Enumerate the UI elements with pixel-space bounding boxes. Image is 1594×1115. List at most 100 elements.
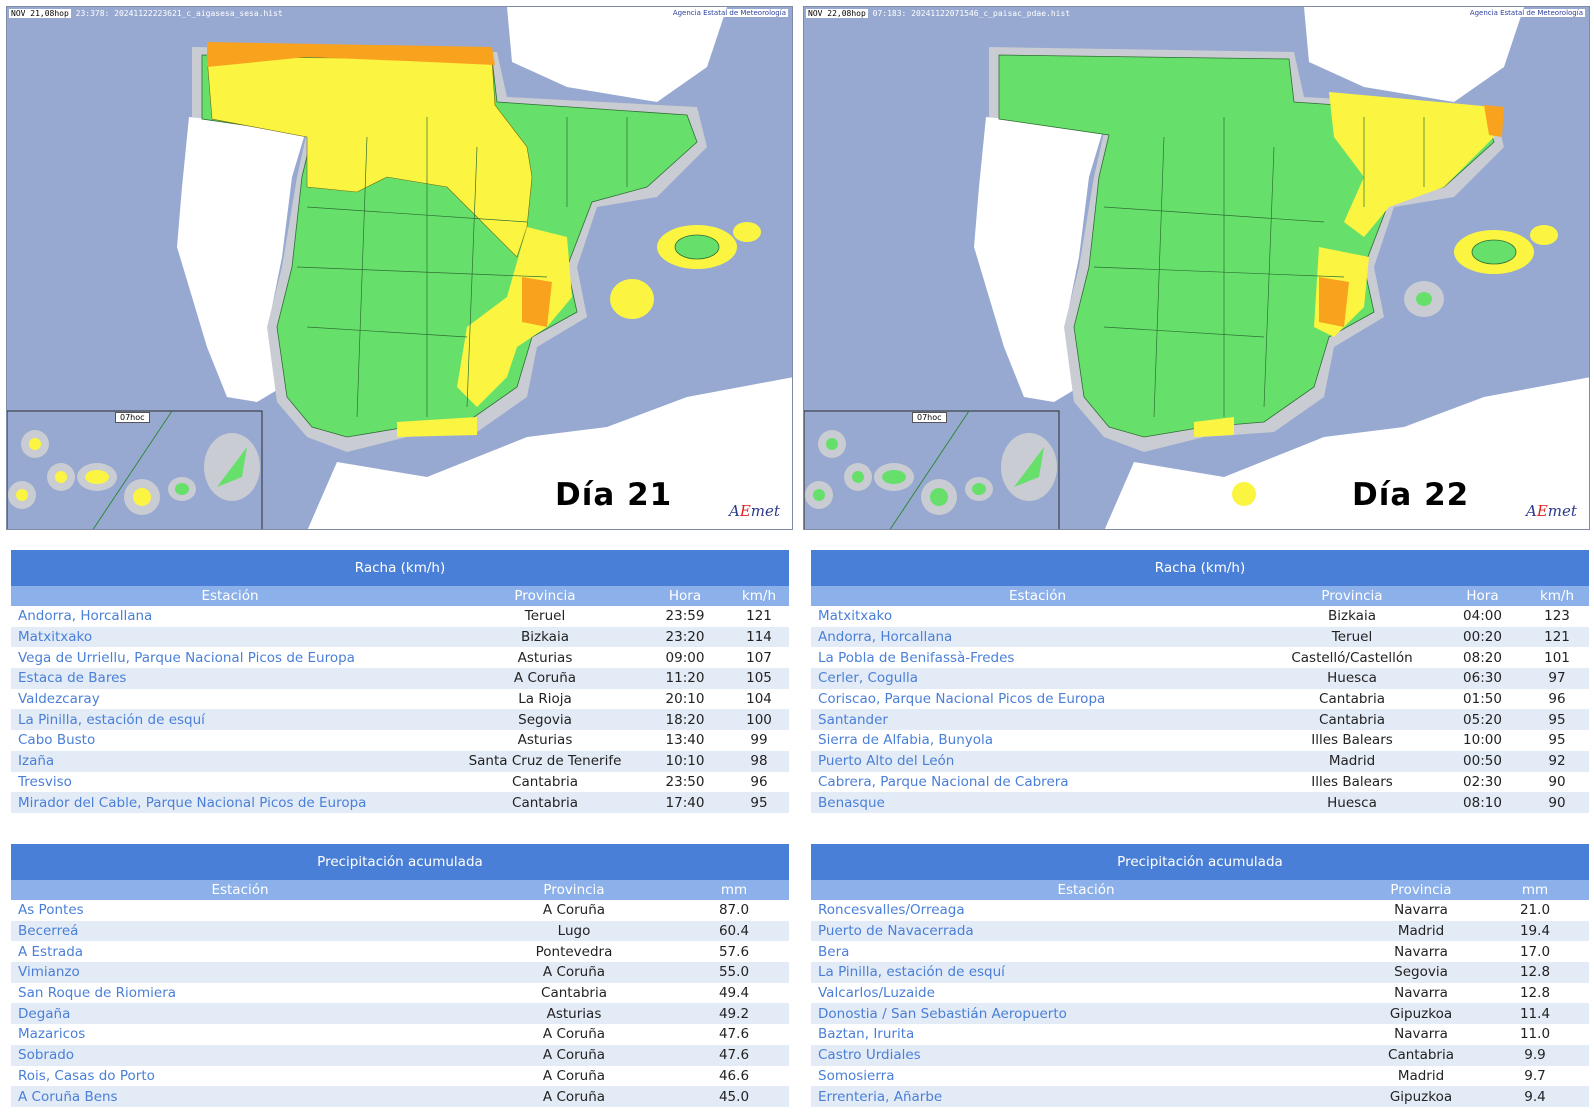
- station-link[interactable]: Benasque: [811, 792, 1264, 813]
- station-link[interactable]: Izaña: [11, 750, 449, 772]
- province-cell: A Coruña: [469, 962, 679, 983]
- station-link[interactable]: Andorra, Horcallana: [11, 606, 449, 627]
- station-link[interactable]: La Pobla de Benifassà-Fredes: [811, 647, 1264, 669]
- station-link[interactable]: As Pontes: [11, 900, 469, 921]
- station-link[interactable]: Cabrera, Parque Nacional de Cabrera: [811, 771, 1264, 793]
- col-header-station: Estación: [11, 880, 469, 900]
- gust-cell: 114: [729, 626, 789, 648]
- agency-name: Agencia Estatal de Meteorología: [670, 9, 788, 17]
- station-link[interactable]: Vega de Urriellu, Parque Nacional Picos …: [11, 647, 449, 669]
- precip-cell: 49.2: [679, 1003, 789, 1025]
- station-link[interactable]: Castro Urdiales: [811, 1044, 1361, 1066]
- province-cell: A Coruña: [449, 668, 641, 689]
- table-row: Bera Navarra 17.0: [811, 941, 1589, 963]
- province-cell: Madrid: [1361, 920, 1481, 942]
- table-row: Somosierra Madrid 9.7: [811, 1065, 1589, 1087]
- table-title: Precipitación acumulada: [811, 844, 1589, 880]
- station-link[interactable]: Vimianzo: [11, 962, 469, 983]
- precip-cell: 87.0: [679, 900, 789, 921]
- precip-cell: 19.4: [1481, 920, 1589, 942]
- gust-cell: 98: [729, 750, 789, 772]
- station-link[interactable]: Puerto Alto del León: [811, 750, 1264, 772]
- precip-cell: 17.0: [1481, 941, 1589, 963]
- precip-cell: 11.0: [1481, 1024, 1589, 1045]
- station-link[interactable]: Sobrado: [11, 1044, 469, 1066]
- table-row: Donostia / San Sebastián Aeropuerto Gipuz…: [811, 1003, 1589, 1025]
- table-row: Cabrera, Parque Nacional de Cabrera Illes…: [811, 771, 1589, 793]
- station-link[interactable]: Puerto de Navacerrada: [811, 920, 1361, 942]
- station-link[interactable]: Becerreá: [11, 920, 469, 942]
- table-row: Andorra, Horcallana Teruel 00:20 121: [811, 626, 1589, 648]
- wind-gust-table-day-22: Racha (km/h) Estación Provincia Hora km/…: [811, 550, 1589, 813]
- table-row: Vega de Urriellu, Parque Nacional Picos …: [11, 647, 789, 669]
- table-row: Errenteria, Añarbe Gipuzkoa 9.4: [811, 1086, 1589, 1107]
- table-row: Mazaricos A Coruña 47.6: [11, 1024, 789, 1045]
- station-link[interactable]: Andorra, Horcallana: [811, 626, 1264, 648]
- station-link[interactable]: Somosierra: [811, 1065, 1361, 1087]
- col-header-time: Hora: [1440, 586, 1525, 606]
- table-row: Tresviso Cantabria 23:50 96: [11, 771, 789, 793]
- station-link[interactable]: Mirador del Cable, Parque Nacional Picos…: [11, 792, 449, 813]
- gust-cell: 96: [1525, 688, 1589, 710]
- time-cell: 09:00: [641, 647, 729, 669]
- time-cell: 08:20: [1440, 647, 1525, 669]
- table-row: Rois, Casas do Porto A Coruña 46.6: [11, 1065, 789, 1087]
- time-cell: 11:20: [641, 668, 729, 689]
- col-header-station: Estación: [811, 880, 1361, 900]
- station-link[interactable]: Errenteria, Añarbe: [811, 1086, 1361, 1107]
- station-link[interactable]: Donostia / San Sebastián Aeropuerto: [811, 1003, 1361, 1025]
- col-header-province: Provincia: [449, 586, 641, 606]
- precip-cell: 49.4: [679, 982, 789, 1004]
- province-cell: Cantabria: [469, 982, 679, 1004]
- station-link[interactable]: Cabo Busto: [11, 730, 449, 751]
- gust-cell: 99: [729, 730, 789, 751]
- station-link[interactable]: Matxitxako: [11, 626, 449, 648]
- table-row: Coriscao, Parque Nacional Picos de Europ…: [811, 688, 1589, 710]
- station-link[interactable]: Valdezcaray: [11, 688, 449, 710]
- precip-cell: 21.0: [1481, 900, 1589, 921]
- col-header-province: Provincia: [1361, 880, 1481, 900]
- station-link[interactable]: Baztan, Irurita: [811, 1024, 1361, 1045]
- map-header-left: NOV 22,08hop 07:183: 20241122071546_c_pa…: [806, 9, 1070, 18]
- map-date-stamp: NOV 21,08hop: [9, 9, 71, 18]
- gust-cell: 121: [729, 606, 789, 627]
- gust-cell: 95: [1525, 730, 1589, 751]
- station-link[interactable]: Cerler, Cogulla: [811, 668, 1264, 689]
- map-file-code: 23:378: 20241122223621_c_aigasesa_sesa.h…: [75, 9, 283, 18]
- station-link[interactable]: La Pinilla, estación de esquí: [11, 709, 449, 731]
- inset-time-label: 07hoc: [912, 412, 947, 423]
- time-cell: 20:10: [641, 688, 729, 710]
- gust-cell: 123: [1525, 606, 1589, 627]
- station-link[interactable]: Roncesvalles/Orreaga: [811, 900, 1361, 921]
- table-row: As Pontes A Coruña 87.0: [11, 900, 789, 921]
- station-link[interactable]: Mazaricos: [11, 1024, 469, 1045]
- station-link[interactable]: A Coruña Bens: [11, 1086, 469, 1107]
- station-link[interactable]: Tresviso: [11, 771, 449, 793]
- station-link[interactable]: Sierra de Alfabia, Bunyola: [811, 730, 1264, 751]
- station-link[interactable]: Bera: [811, 941, 1361, 963]
- time-cell: 10:00: [1440, 730, 1525, 751]
- station-link[interactable]: Santander: [811, 709, 1264, 731]
- col-header-mm: mm: [1481, 880, 1589, 900]
- station-link[interactable]: Estaca de Bares: [11, 668, 449, 689]
- table-row: Becerreá Lugo 60.4: [11, 920, 789, 942]
- gust-cell: 90: [1525, 771, 1589, 793]
- station-link[interactable]: Valcarlos/Luzaide: [811, 982, 1361, 1004]
- station-link[interactable]: La Pinilla, estación de esquí: [811, 962, 1361, 983]
- station-link[interactable]: Degaña: [11, 1003, 469, 1025]
- province-cell: Cantabria: [1361, 1044, 1481, 1066]
- province-cell: Madrid: [1361, 1065, 1481, 1087]
- station-link[interactable]: A Estrada: [11, 941, 469, 963]
- gust-cell: 97: [1525, 668, 1589, 689]
- table-row: A Estrada Pontevedra 57.6: [11, 941, 789, 963]
- gust-cell: 96: [729, 771, 789, 793]
- station-link[interactable]: Coriscao, Parque Nacional Picos de Europ…: [811, 688, 1264, 710]
- col-header-mm: mm: [679, 880, 789, 900]
- province-cell: A Coruña: [469, 1044, 679, 1066]
- station-link[interactable]: Rois, Casas do Porto: [11, 1065, 469, 1087]
- warning-map-day-21: NOV 21,08hop 23:378: 20241122223621_c_ai…: [6, 6, 793, 530]
- station-link[interactable]: San Roque de Riomiera: [11, 982, 469, 1004]
- aemet-logo: AEmet: [1526, 502, 1577, 520]
- station-link[interactable]: Matxitxako: [811, 606, 1264, 627]
- col-header-kmh: km/h: [729, 586, 789, 606]
